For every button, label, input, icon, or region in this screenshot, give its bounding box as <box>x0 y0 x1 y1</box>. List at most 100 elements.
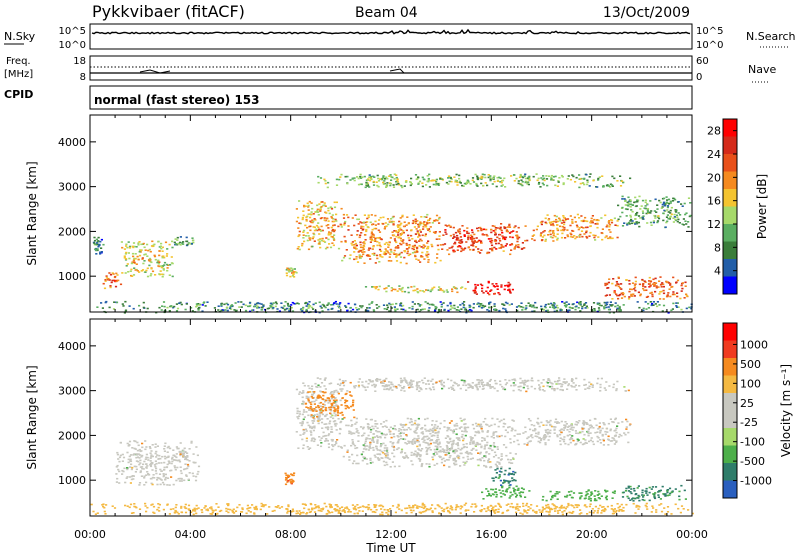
echo-cell <box>486 441 489 444</box>
echo-cell <box>639 293 642 296</box>
echo-cell <box>452 442 455 444</box>
echo-cell <box>599 439 602 441</box>
echo-cell <box>117 458 120 460</box>
echo-cell <box>452 237 455 239</box>
echo-cell <box>146 267 149 270</box>
echo-cell <box>667 198 671 201</box>
echo-cell <box>583 233 586 235</box>
echo-cell <box>324 399 328 402</box>
echo-cell <box>388 381 391 383</box>
echo-cell <box>436 436 439 439</box>
echo-cell <box>509 244 512 246</box>
echo-cell <box>298 230 301 233</box>
echo-cell <box>164 457 167 460</box>
echo-cell <box>290 473 293 475</box>
echo-cell <box>588 496 591 498</box>
echo-cell <box>505 489 508 491</box>
echo-cell <box>555 218 558 221</box>
echo-cell <box>563 302 566 304</box>
echo-cell <box>184 308 187 311</box>
echo-cell <box>387 285 390 287</box>
echo-cell <box>323 178 326 181</box>
echo-cell <box>479 459 482 462</box>
echo-cell <box>573 216 576 219</box>
echo-cell <box>345 306 348 308</box>
echo-cell <box>285 272 288 274</box>
echo-cell <box>397 245 400 247</box>
echo-cell <box>285 307 289 310</box>
colorbar-bin <box>723 136 737 155</box>
echo-cell <box>171 246 174 249</box>
echo-cell <box>475 449 478 451</box>
echo-cell <box>387 246 390 248</box>
echo-cell <box>315 406 318 409</box>
echo-cell <box>488 302 491 305</box>
echo-cell <box>435 180 438 183</box>
echo-cell <box>371 461 374 464</box>
echo-cell <box>280 306 283 309</box>
echo-cell <box>495 242 498 245</box>
echo-cell <box>482 387 485 390</box>
echo-cell <box>372 439 375 442</box>
echo-cell <box>174 243 178 245</box>
echo-cell <box>145 456 148 459</box>
echo-cell <box>271 303 274 306</box>
echo-cell <box>167 456 170 458</box>
echo-cell <box>497 292 500 294</box>
echo-cell <box>483 384 486 386</box>
echo-cell <box>552 426 555 428</box>
echo-cell <box>366 386 369 388</box>
echo-cell <box>463 309 467 311</box>
echo-cell <box>590 220 593 222</box>
echo-cell <box>468 306 471 308</box>
echo-cell <box>405 224 408 226</box>
echo-cell <box>539 233 542 236</box>
echo-cell <box>374 224 377 226</box>
echo-cell <box>581 428 584 430</box>
echo-cell <box>621 198 624 200</box>
echo-cell <box>408 246 411 249</box>
echo-cell <box>353 179 356 182</box>
echo-cell <box>138 457 141 459</box>
echo-cell <box>585 422 588 424</box>
echo-cell <box>323 406 326 409</box>
echo-cell <box>546 421 549 424</box>
echo-cell <box>360 453 363 456</box>
echo-cell <box>604 490 608 493</box>
echo-cell <box>351 432 354 434</box>
echo-cell <box>497 457 500 459</box>
echo-cell <box>298 200 301 202</box>
echo-cell <box>623 432 626 434</box>
echo-cell <box>158 265 161 268</box>
echo-cell <box>563 221 566 224</box>
echo-cell <box>160 470 163 472</box>
echo-cell <box>422 382 425 384</box>
echo-cell <box>458 455 461 458</box>
echo-cell <box>414 289 417 292</box>
echo-cell <box>175 453 178 455</box>
echo-cell <box>443 420 446 422</box>
echo-cell <box>624 200 627 202</box>
echo-cell <box>377 459 380 461</box>
echo-cell <box>566 235 569 238</box>
echo-cell <box>476 441 479 444</box>
echo-cell <box>356 230 359 232</box>
echo-cell <box>418 234 421 237</box>
echo-cell <box>504 435 507 438</box>
echo-cell <box>588 235 591 237</box>
echo-cell <box>483 439 486 441</box>
echo-cell <box>399 384 402 387</box>
echo-cell <box>366 185 369 187</box>
echo-cell <box>435 238 438 240</box>
echo-cell <box>387 260 390 262</box>
echo-cell <box>561 389 564 392</box>
echo-cell <box>501 184 504 186</box>
echo-cell <box>153 255 157 258</box>
echo-cell <box>336 391 339 393</box>
echo-cell <box>327 434 330 437</box>
echo-cell <box>689 202 692 204</box>
echo-cell <box>537 423 540 425</box>
echo-cell <box>473 289 477 292</box>
echo-cell <box>494 240 497 243</box>
echo-cell <box>312 303 315 306</box>
